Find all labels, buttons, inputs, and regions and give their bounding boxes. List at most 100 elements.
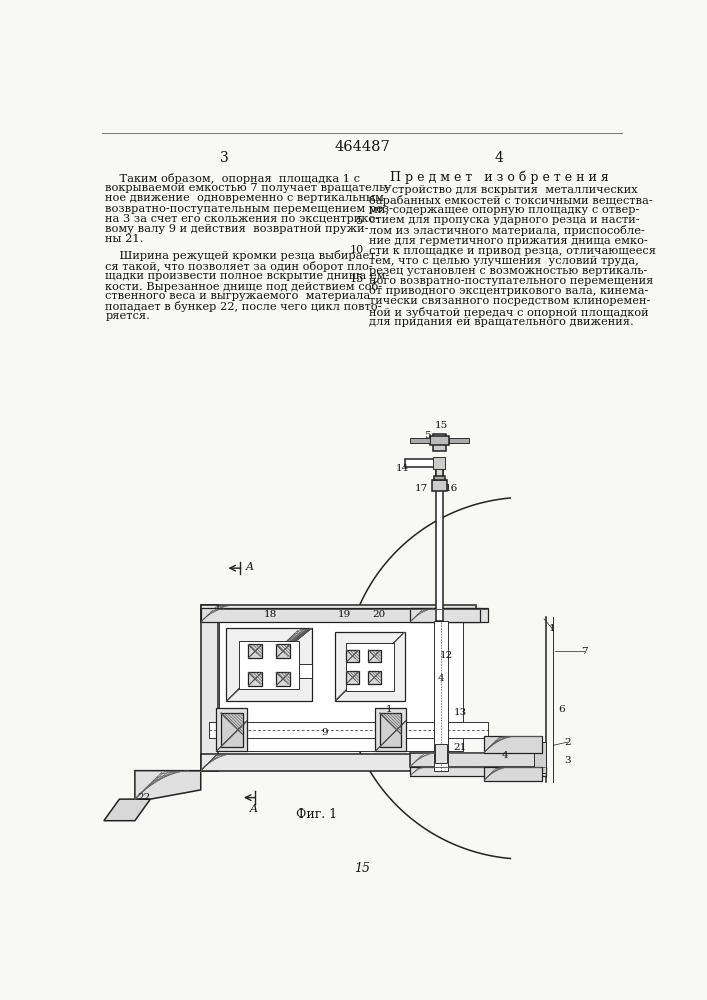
Text: барабанных емкостей с токсичными вещества-: барабанных емкостей с токсичными веществ… xyxy=(369,195,653,206)
Bar xyxy=(209,722,488,738)
Text: 3: 3 xyxy=(220,151,228,165)
Text: вому валу 9 и действия  возвратной пружи-: вому валу 9 и действия возвратной пружи- xyxy=(105,224,369,234)
Text: 4: 4 xyxy=(438,674,444,683)
Bar xyxy=(484,736,542,753)
Text: тически связанного посредством клиноремен-: тически связанного посредством клинореме… xyxy=(369,296,650,306)
Text: 10: 10 xyxy=(349,245,363,255)
Bar xyxy=(248,644,262,658)
Bar xyxy=(201,608,488,622)
Text: ного возвратно-поступательного перемещения: ного возвратно-поступательного перемещен… xyxy=(369,276,653,286)
Bar xyxy=(380,713,402,747)
Text: 12: 12 xyxy=(440,651,453,660)
Text: для придания ей вращательного движения.: для придания ей вращательного движения. xyxy=(369,317,633,327)
Text: лом из эластичного материала, приспособле-: лом из эластичного материала, приспособл… xyxy=(369,225,645,236)
Text: 5: 5 xyxy=(423,431,431,440)
Text: сти к площадке и привод резца, отличающееся: сти к площадке и привод резца, отличающе… xyxy=(369,246,656,256)
Text: 19: 19 xyxy=(337,610,351,619)
Text: 7: 7 xyxy=(581,647,588,656)
Bar xyxy=(276,672,290,686)
Text: 5: 5 xyxy=(356,216,363,226)
Bar xyxy=(201,605,218,771)
Bar xyxy=(293,664,312,678)
Polygon shape xyxy=(135,771,201,799)
Text: 15: 15 xyxy=(354,862,370,875)
Text: П р е д м е т   и з о б р е т е н и я: П р е д м е т и з о б р е т е н и я xyxy=(390,170,609,184)
Text: ное движение  одновременно с вертикальным: ное движение одновременно с вертикальным xyxy=(105,193,385,203)
Text: A: A xyxy=(250,804,257,814)
Text: 13: 13 xyxy=(454,708,467,717)
Text: ряется.: ряется. xyxy=(105,311,151,321)
Bar xyxy=(201,605,476,622)
Bar xyxy=(410,438,430,443)
Text: 4: 4 xyxy=(502,751,508,760)
Text: 20: 20 xyxy=(373,610,385,619)
Bar xyxy=(226,628,312,701)
Text: 18: 18 xyxy=(264,610,277,619)
Bar xyxy=(346,650,359,662)
Bar xyxy=(248,672,262,686)
Text: 22: 22 xyxy=(138,793,151,802)
Text: 21: 21 xyxy=(454,743,467,752)
Text: 15: 15 xyxy=(434,421,448,430)
Text: кости. Вырезанное днище под действием соб-: кости. Вырезанное днище под действием со… xyxy=(105,281,382,292)
Bar xyxy=(346,643,394,691)
Bar xyxy=(239,641,299,689)
Bar xyxy=(276,644,290,658)
Bar xyxy=(201,754,476,771)
Text: ной и зубчатой передач с опорной площадкой: ной и зубчатой передач с опорной площадк… xyxy=(369,307,648,318)
Text: ственного веса и выгружаемого  материала: ственного веса и выгружаемого материала xyxy=(105,291,370,301)
Text: 2: 2 xyxy=(564,738,571,747)
Text: 9: 9 xyxy=(322,728,328,737)
Text: тем, что с целью улучшения  условий труда,: тем, что с целью улучшения условий труда… xyxy=(369,256,638,266)
Text: 6: 6 xyxy=(558,705,564,714)
Bar xyxy=(346,671,359,684)
Bar xyxy=(534,742,546,773)
Text: ся такой, что позволяет за один оборот пло-: ся такой, что позволяет за один оборот п… xyxy=(105,261,373,272)
Text: Фиг. 1: Фиг. 1 xyxy=(296,808,337,821)
Bar xyxy=(435,744,448,763)
Bar xyxy=(449,438,469,443)
Bar xyxy=(434,476,445,480)
Bar xyxy=(221,713,243,747)
Text: A: A xyxy=(246,562,254,572)
Text: вокрываемой емкостью 7 получает вращатель-: вокрываемой емкостью 7 получает вращател… xyxy=(105,183,390,193)
Text: Устройство для вскрытия  металлических: Устройство для вскрытия металлических xyxy=(369,185,638,195)
Text: ми, содержащее опорную площадку с отвер-: ми, содержащее опорную площадку с отвер- xyxy=(369,205,639,215)
Bar xyxy=(484,767,542,781)
Bar xyxy=(433,434,445,451)
Text: щадки произвести полное вскрытие днища ем-: щадки произвести полное вскрытие днища е… xyxy=(105,271,390,281)
Polygon shape xyxy=(104,799,151,821)
Text: возвратно-поступательным перемещением рез-: возвратно-поступательным перемещением ре… xyxy=(105,204,393,214)
Text: 1: 1 xyxy=(549,624,555,633)
Text: 3: 3 xyxy=(564,756,571,765)
Bar xyxy=(368,671,380,684)
Text: ны 21.: ны 21. xyxy=(105,234,144,244)
Bar xyxy=(436,459,443,478)
Text: 14: 14 xyxy=(396,464,409,473)
Text: от приводного эксцентрикового вала, кинема-: от приводного эксцентрикового вала, кине… xyxy=(369,286,648,296)
Text: 15: 15 xyxy=(349,274,363,284)
Bar xyxy=(434,620,448,771)
Bar xyxy=(218,617,462,751)
Bar xyxy=(216,708,247,751)
Bar xyxy=(430,436,449,445)
Text: Таким образом,  опорная  площадка 1 с: Таким образом, опорная площадка 1 с xyxy=(105,173,361,184)
Text: 4: 4 xyxy=(495,151,503,165)
Bar xyxy=(335,632,404,701)
Text: Ширина режущей кромки резца выбирает-: Ширина режущей кромки резца выбирает- xyxy=(105,250,380,261)
Bar xyxy=(368,650,380,662)
Bar xyxy=(410,767,546,776)
Bar xyxy=(433,457,445,469)
Text: стием для пропуска ударного резца и насти-: стием для пропуска ударного резца и наст… xyxy=(369,215,640,225)
Bar xyxy=(410,753,542,767)
Text: 17: 17 xyxy=(415,484,428,493)
Text: на 3 за счет его скольжения по эксцентрико-: на 3 за счет его скольжения по эксцентри… xyxy=(105,214,380,224)
Text: 464487: 464487 xyxy=(334,140,390,154)
Text: ние для герметичного прижатия днища емко-: ние для герметичного прижатия днища емко… xyxy=(369,236,648,246)
Text: резец установлен с возможностью вертикаль-: резец установлен с возможностью вертикал… xyxy=(369,266,648,276)
Text: попадает в бункер 22, после чего цикл повто-: попадает в бункер 22, после чего цикл по… xyxy=(105,301,382,312)
Bar xyxy=(432,480,448,491)
Bar xyxy=(436,466,443,620)
Bar xyxy=(375,708,406,751)
Bar xyxy=(410,608,480,622)
